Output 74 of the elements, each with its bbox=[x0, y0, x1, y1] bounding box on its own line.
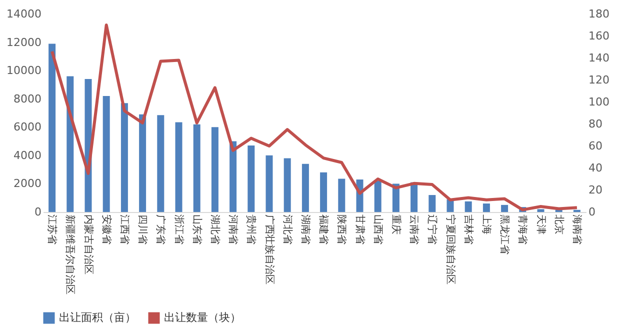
x-tick-label: 河南省 bbox=[227, 214, 240, 244]
bar bbox=[66, 76, 74, 212]
x-tick-label: 湖北省 bbox=[208, 214, 221, 244]
y-tick-label: 12000 bbox=[6, 36, 42, 49]
bar bbox=[139, 114, 146, 212]
y2-tick-label: 40 bbox=[588, 162, 602, 174]
x-tick-label: 上海 bbox=[480, 214, 492, 234]
y2-tick-label: 80 bbox=[588, 118, 602, 130]
x-tick-label: 新疆维吾尔自治区 bbox=[64, 214, 76, 294]
y2-tick-label: 180 bbox=[588, 8, 610, 20]
bar bbox=[537, 209, 544, 212]
bar bbox=[48, 44, 56, 212]
bar bbox=[211, 127, 218, 212]
bar bbox=[102, 96, 110, 212]
x-tick-label: 广东省 bbox=[154, 214, 167, 244]
x-tick-label: 辽宁省 bbox=[426, 214, 438, 244]
y-tick-label: 14000 bbox=[6, 8, 42, 20]
y-tick-label: 6000 bbox=[14, 120, 42, 134]
y2-tick-label: 160 bbox=[588, 30, 610, 42]
bar bbox=[266, 155, 273, 212]
x-tick-label: 河北省 bbox=[281, 214, 294, 244]
y2-tick-label: 60 bbox=[588, 140, 602, 152]
x-tick-label: 云南省 bbox=[408, 214, 420, 244]
x-tick-label: 甘肃省 bbox=[354, 214, 366, 244]
x-tick-label: 湖南省 bbox=[299, 214, 312, 244]
x-tick-label: 山东省 bbox=[190, 214, 203, 244]
x-tick-label: 吉林省 bbox=[462, 214, 474, 244]
y2-tick-label: 0 bbox=[588, 206, 596, 218]
x-tick-label: 天津 bbox=[534, 214, 547, 234]
y2-tick-label: 120 bbox=[588, 74, 610, 86]
x-tick-label: 贵州省 bbox=[245, 214, 258, 244]
x-tick-label: 福建省 bbox=[318, 214, 330, 244]
y-tick-label: 8000 bbox=[14, 92, 42, 106]
y2-tick-label: 100 bbox=[588, 96, 610, 108]
bar bbox=[338, 178, 346, 212]
bar bbox=[230, 141, 237, 212]
bar bbox=[302, 164, 309, 212]
x-tick-label: 宁夏回族自治区 bbox=[444, 214, 456, 284]
bar bbox=[248, 146, 255, 212]
x-tick-label: 北京 bbox=[552, 214, 565, 234]
x-tick-label: 重庆 bbox=[390, 214, 402, 234]
line-series bbox=[50, 24, 578, 212]
bar bbox=[284, 158, 291, 212]
bar bbox=[320, 172, 328, 212]
x-tick-label: 陕西省 bbox=[336, 214, 348, 244]
y-tick-label: 4000 bbox=[14, 148, 42, 162]
x-tick-label: 内蒙古自治区 bbox=[82, 214, 94, 274]
y-tick-label: 0 bbox=[34, 206, 42, 218]
legend-label: 出让数量（块） bbox=[164, 311, 241, 324]
x-tick-label: 四川省 bbox=[136, 214, 149, 244]
x-tick-label: 黑龙江省 bbox=[498, 214, 511, 254]
y2-tick-label: 20 bbox=[588, 184, 602, 196]
x-tick-label: 江苏省 bbox=[46, 214, 58, 244]
bar bbox=[374, 180, 382, 212]
x-tick-label: 浙江省 bbox=[172, 214, 185, 244]
x-tick-label: 青海省 bbox=[516, 214, 529, 244]
bar bbox=[175, 122, 182, 212]
bar bbox=[120, 103, 128, 212]
bar bbox=[501, 204, 508, 212]
x-tick-label: 海南省 bbox=[570, 214, 583, 244]
x-tick-label: 山西省 bbox=[372, 214, 384, 244]
bar bbox=[428, 195, 436, 212]
bar bbox=[410, 182, 418, 212]
y-tick-label: 10000 bbox=[6, 64, 42, 78]
bar bbox=[193, 124, 200, 212]
x-tick-label: 广西壮族自治区 bbox=[263, 214, 276, 284]
y-tick-label: 2000 bbox=[14, 177, 42, 190]
bar bbox=[157, 115, 164, 212]
x-tick-label: 江西省 bbox=[118, 214, 130, 244]
x-tick-label: 安徽省 bbox=[100, 214, 112, 244]
bar bbox=[482, 204, 490, 212]
legend-label: 出让面积（亩） bbox=[59, 311, 136, 324]
bar bbox=[464, 201, 472, 212]
y2-tick-label: 140 bbox=[588, 52, 610, 64]
